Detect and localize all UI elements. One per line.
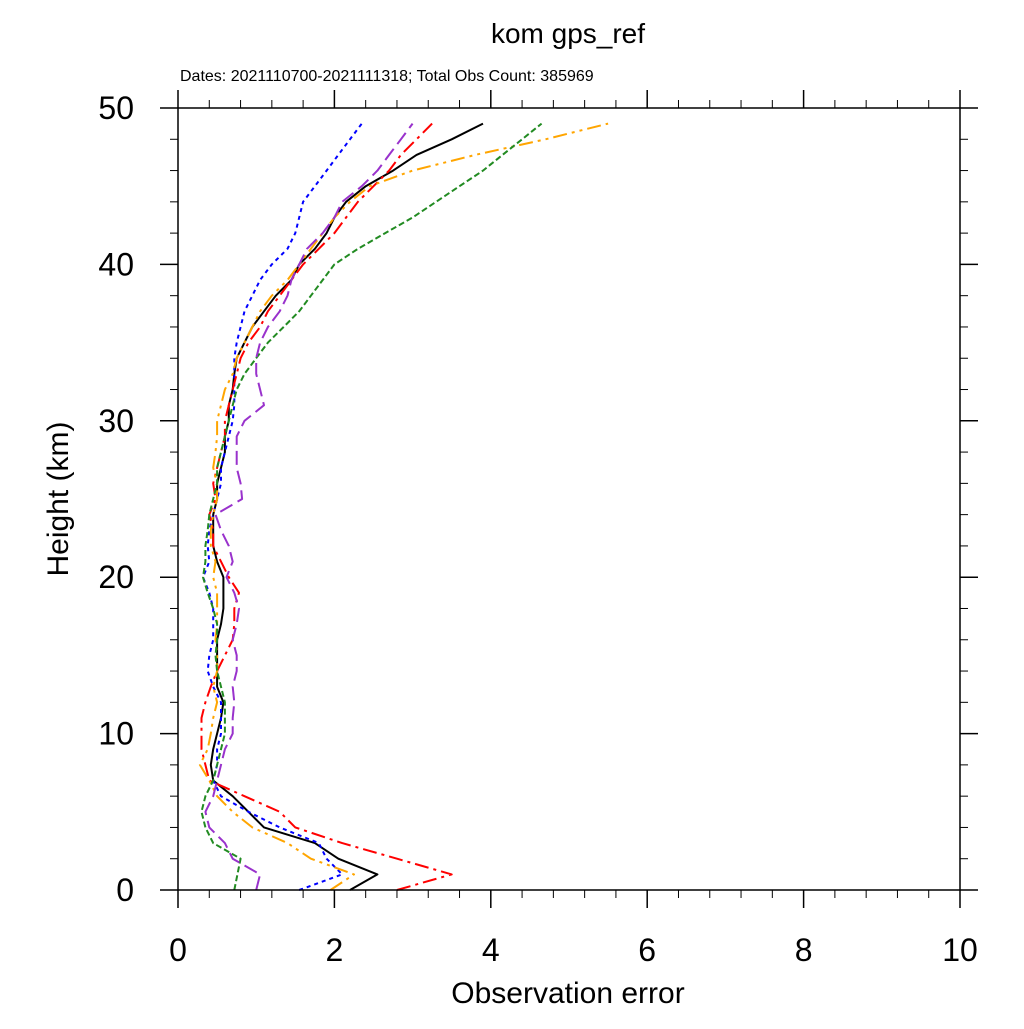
y-tick-label: 50 [98, 90, 134, 126]
series-line-2 [202, 122, 363, 891]
y-axis-label: Height (km) [42, 421, 75, 576]
plot-frame [177, 107, 961, 891]
y-tick-label: 40 [98, 246, 134, 282]
x-tick-label: 10 [942, 932, 978, 968]
series-line-5 [200, 122, 543, 891]
series-line-3 [200, 122, 453, 891]
y-tick-label: 30 [98, 403, 134, 439]
series-line-1 [209, 122, 484, 891]
x-tick-label: 0 [169, 932, 187, 968]
chart-title: kom gps_ref [491, 18, 645, 49]
y-tick-label: 10 [98, 716, 134, 752]
series-line-6 [204, 123, 414, 891]
x-tick-label: 8 [795, 932, 813, 968]
series-layer [198, 122, 609, 891]
series-line-4 [198, 122, 609, 891]
y-tick-label: 0 [116, 872, 134, 908]
y-tick-label: 20 [98, 559, 134, 595]
x-axis-label: Observation error [451, 977, 684, 1010]
x-tick-label: 2 [326, 932, 344, 968]
chart-subtitle: Dates: 2021110700-2021111318; Total Obs … [180, 68, 594, 85]
x-tick-label: 6 [638, 932, 656, 968]
x-tick-label: 4 [482, 932, 500, 968]
axes-layer: 0 2 4 6 8 10 0 10 20 30 40 50 [98, 90, 978, 968]
